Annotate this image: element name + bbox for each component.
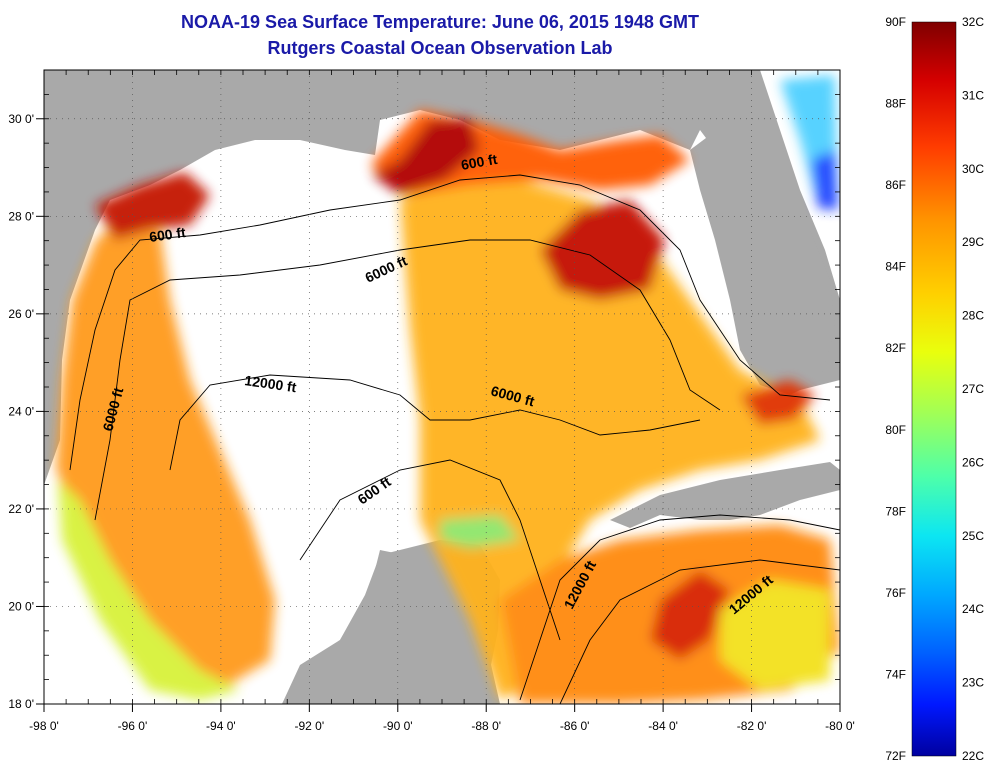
- cuba-island: [610, 462, 840, 528]
- colorbar-f-label: 72F: [885, 749, 906, 763]
- colorbar: [911, 21, 957, 757]
- lat-tick-label: 26 0': [8, 307, 34, 321]
- colorbar-f-label: 78F: [885, 504, 906, 518]
- lon-tick-label: -94 0': [206, 719, 236, 733]
- colorbar-c-label: 29C: [962, 235, 984, 249]
- lon-tick-label: -96 0': [118, 719, 148, 733]
- colorbar-c-label: 26C: [962, 455, 984, 469]
- isobath-label: 12000 ft: [244, 372, 298, 395]
- isobath-caribbean-2: [559, 559, 840, 704]
- colorbar-c-label: 28C: [962, 309, 984, 323]
- isobath-600ft: [69, 174, 831, 471]
- colorbar-f-label: 76F: [885, 586, 906, 600]
- sst-west-texas-warm: [95, 172, 210, 240]
- sst-west-cool-strip: [58, 480, 240, 700]
- isobath-label: 600 ft: [148, 224, 187, 245]
- lat-tick-label: 20 0': [8, 599, 34, 613]
- florida-peninsula: [690, 110, 835, 395]
- sst-mississippi-hot: [372, 118, 480, 195]
- colorbar-f-label: 74F: [885, 667, 906, 681]
- sst-caribbean-hot-patch: [650, 570, 730, 660]
- colorbar-c-label: 31C: [962, 88, 984, 102]
- colorbar-c-label: 25C: [962, 529, 984, 543]
- isobath-6000ft: [94, 239, 721, 521]
- colorbar-f-label: 82F: [885, 341, 906, 355]
- colorbar-c-label: 23C: [962, 676, 984, 690]
- map-title: NOAA-19 Sea Surface Temperature: June 06…: [181, 12, 699, 32]
- colorbar-f-label: 80F: [885, 423, 906, 437]
- lat-tick-label: 22 0': [8, 502, 34, 516]
- isobath-campeche: [299, 459, 561, 641]
- lon-tick-label: -92 0': [295, 719, 325, 733]
- colorbar-c-label: 32C: [962, 15, 984, 29]
- colorbar-c-label: 22C: [962, 749, 984, 763]
- colorbar-c-label: 27C: [962, 382, 984, 396]
- lon-tick-label: -98 0': [29, 719, 59, 733]
- sst-yucatan-cool: [440, 515, 520, 548]
- lon-tick-label: -90 0': [383, 719, 413, 733]
- isobath-label: 600 ft: [460, 151, 499, 173]
- lon-tick-label: -84 0': [648, 719, 678, 733]
- lon-tick-label: -86 0': [560, 719, 590, 733]
- sst-caribbean-yellow: [720, 580, 830, 690]
- sst-loop-current-hot: [540, 200, 665, 300]
- colorbar-f-label: 90F: [885, 15, 906, 29]
- map-subtitle: Rutgers Coastal Ocean Observation Lab: [267, 38, 613, 58]
- colorbar-c-label: 30C: [962, 162, 984, 176]
- colorbar-c-label: 24C: [962, 602, 984, 616]
- sst-east-basin: [400, 170, 820, 700]
- lat-tick-label: 24 0': [8, 404, 34, 418]
- lat-tick-label: 30 0': [8, 112, 34, 126]
- lon-tick-label: -80 0': [825, 719, 855, 733]
- colorbar-f-label: 84F: [885, 260, 906, 274]
- lat-tick-label: 28 0': [8, 209, 34, 223]
- yucatan-peninsula: [282, 540, 500, 704]
- lon-tick-label: -82 0': [737, 719, 767, 733]
- isobath-12000ft: [169, 374, 701, 471]
- isobath-caribbean: [519, 514, 840, 701]
- sst-florida-straits-warm: [740, 380, 815, 425]
- lon-tick-label: -88 0': [471, 719, 501, 733]
- colorbar-f-label: 88F: [885, 97, 906, 111]
- lat-tick-label: 18 0': [8, 697, 34, 711]
- sst-atlantic-blue: [812, 150, 838, 210]
- colorbar-f-label: 86F: [885, 178, 906, 192]
